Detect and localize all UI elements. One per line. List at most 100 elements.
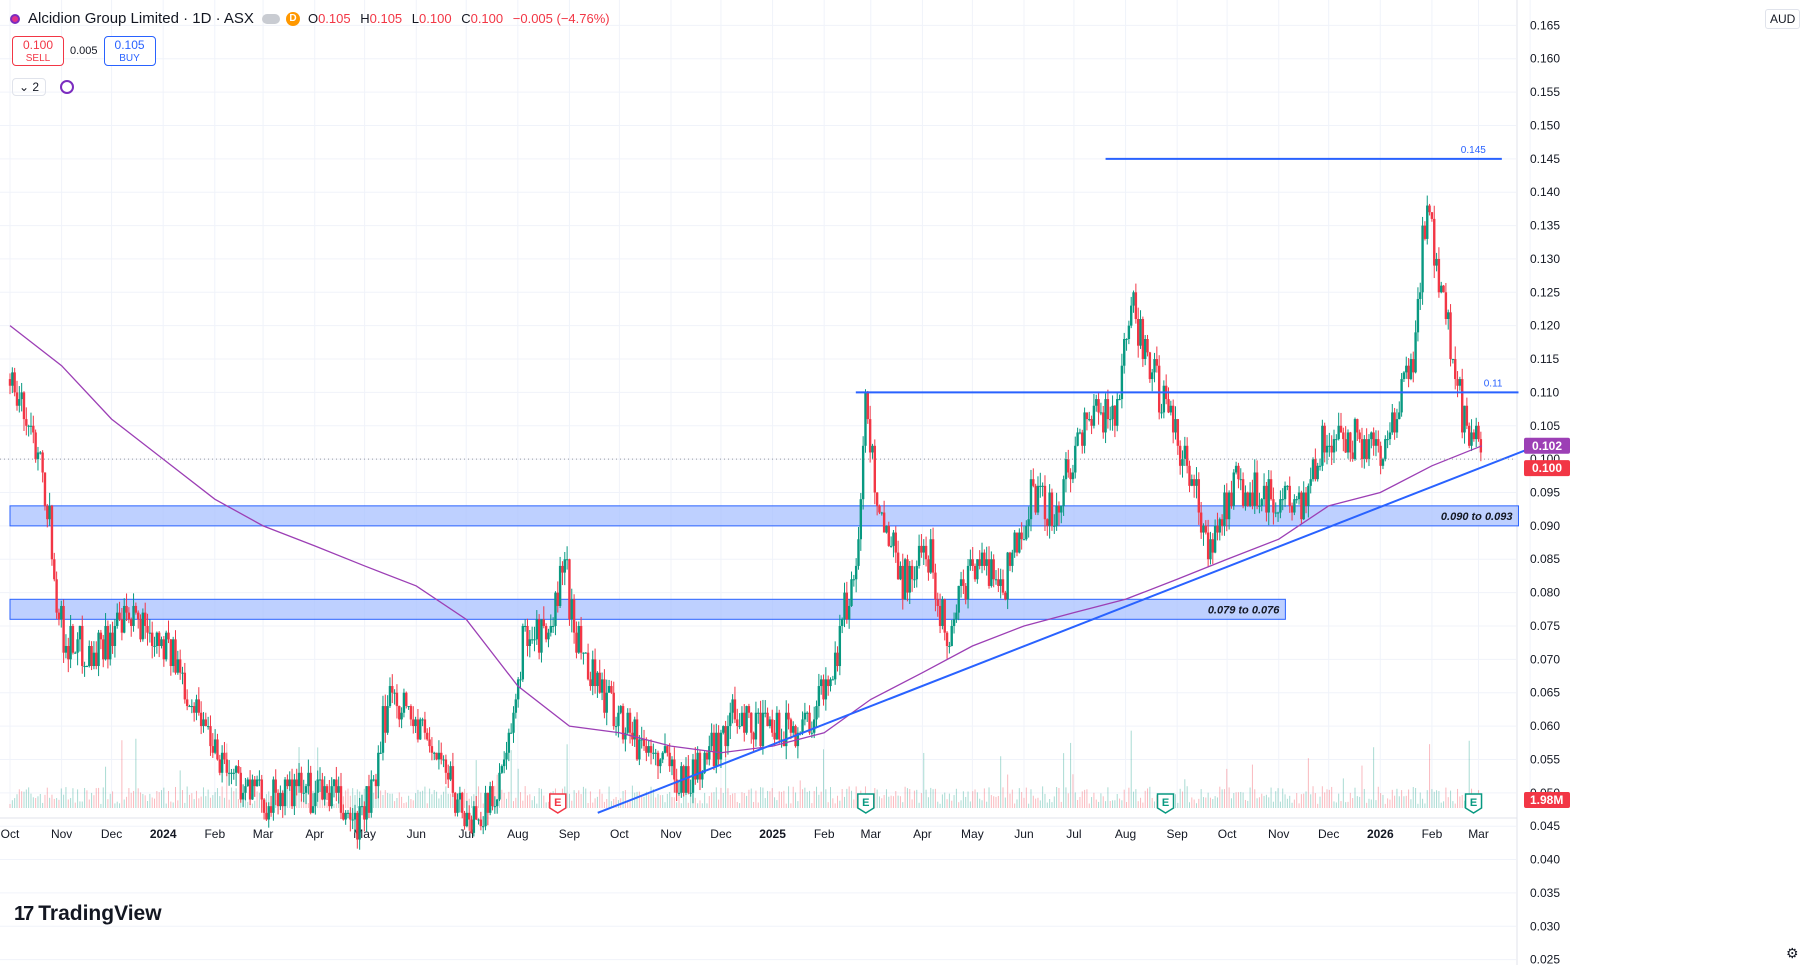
candle-body: [1213, 525, 1217, 553]
candle-body: [1062, 479, 1065, 506]
sell-price: 0.100: [22, 38, 54, 52]
trendline: [597, 444, 1538, 814]
time-tick-label: Sep: [559, 827, 581, 841]
candle-body: [290, 779, 294, 807]
candle-body: [1057, 505, 1061, 513]
candle-body: [882, 512, 886, 533]
candle-body: [97, 632, 100, 667]
candle-body: [1384, 439, 1387, 460]
candle-body: [987, 559, 991, 586]
sell-button[interactable]: 0.100 SELL: [12, 36, 64, 66]
candle-body: [740, 712, 744, 727]
resistance-label: 0.11: [1484, 378, 1503, 389]
candle-body: [297, 772, 301, 787]
candle-body: [778, 712, 781, 740]
eye-icon[interactable]: [261, 13, 280, 24]
candle-body: [1083, 412, 1086, 446]
settings-icon[interactable]: ⚙: [1786, 945, 1799, 961]
candle-body: [1363, 439, 1366, 460]
candle-body: [391, 686, 394, 693]
candle-body: [579, 625, 583, 653]
candle-body: [1018, 532, 1021, 553]
candle-body: [92, 652, 96, 667]
candle-body: [1400, 379, 1403, 413]
candle-body: [563, 559, 566, 573]
candle-body: [551, 625, 555, 627]
candle-body: [183, 672, 187, 700]
candle-body: [1468, 425, 1471, 446]
candle-body: [1328, 445, 1331, 447]
candle-body: [792, 726, 795, 733]
price-tick-label: 0.140: [1530, 185, 1560, 199]
symbol-title[interactable]: Alcidion Group Limited · 1D · ASX: [28, 10, 254, 27]
candle-body: [123, 605, 126, 633]
candle-body: [1386, 439, 1389, 441]
candle-body: [1405, 365, 1408, 373]
candle-body: [843, 592, 846, 620]
candle-body: [62, 605, 65, 653]
dividend-icon[interactable]: E: [1156, 793, 1175, 814]
time-tick-label: Aug: [507, 827, 528, 841]
candle-body: [421, 719, 424, 721]
candle-body: [258, 779, 261, 781]
candle-body: [67, 646, 70, 660]
candle-body: [523, 625, 527, 627]
currency-selector[interactable]: AUD: [1765, 9, 1801, 29]
candle-body: [1430, 212, 1434, 219]
candle-body: [1335, 439, 1338, 441]
time-tick-label: Jun: [407, 827, 426, 841]
earnings-icon[interactable]: E: [549, 793, 567, 814]
candle-body: [612, 692, 615, 727]
candle-body: [146, 625, 149, 633]
time-tick-label: Apr: [913, 827, 932, 841]
candle-body: [915, 565, 918, 580]
candle-body: [43, 472, 47, 506]
candle-body: [698, 752, 702, 780]
candle-body: [857, 539, 860, 566]
candle-body: [999, 579, 1002, 586]
candle-body: [1309, 479, 1312, 486]
indicators-collapse-button[interactable]: ⌄ 2: [12, 78, 47, 96]
candle-body: [477, 819, 480, 821]
dividend-icon[interactable]: E: [857, 793, 875, 814]
candle-body: [8, 379, 12, 386]
candle-body: [1474, 425, 1478, 440]
candle-body: [171, 639, 175, 667]
candle-body: [754, 712, 758, 740]
price-tick-label: 0.085: [1530, 552, 1560, 566]
candle-body: [561, 565, 564, 573]
candle-body: [712, 732, 716, 767]
candle-body: [346, 812, 350, 814]
candle-body: [1092, 405, 1096, 426]
candle-body: [344, 812, 347, 820]
candle-body: [575, 632, 578, 653]
candle-body: [1288, 485, 1291, 506]
candle-body: [95, 652, 98, 667]
dividend-icon[interactable]: E: [1464, 793, 1483, 814]
candle-body: [53, 559, 56, 580]
candle-body: [1162, 385, 1166, 413]
candle-body: [1316, 465, 1319, 480]
candle-body: [454, 792, 457, 813]
candle-body: [395, 692, 399, 707]
candle-body: [447, 772, 450, 780]
sync-icon[interactable]: [60, 80, 75, 94]
candle-body: [1216, 525, 1219, 533]
candle-body: [1127, 325, 1131, 340]
buy-button[interactable]: 0.105 BUY: [103, 36, 156, 66]
candle-body: [1137, 318, 1140, 346]
candle-body: [367, 786, 371, 813]
candle-body: [125, 605, 128, 613]
candle-body: [1169, 405, 1173, 413]
candle-body: [1395, 419, 1399, 433]
candle-body: [1330, 445, 1333, 453]
candle-body: [386, 706, 389, 733]
candle-body: [1255, 472, 1259, 506]
candle-body: [1046, 519, 1049, 526]
candle-body: [565, 559, 569, 561]
candle-body: [966, 565, 970, 600]
candle-body: [1244, 492, 1247, 506]
tradingview-logo[interactable]: 17 TradingView: [14, 902, 162, 926]
candle-body: [169, 639, 173, 667]
